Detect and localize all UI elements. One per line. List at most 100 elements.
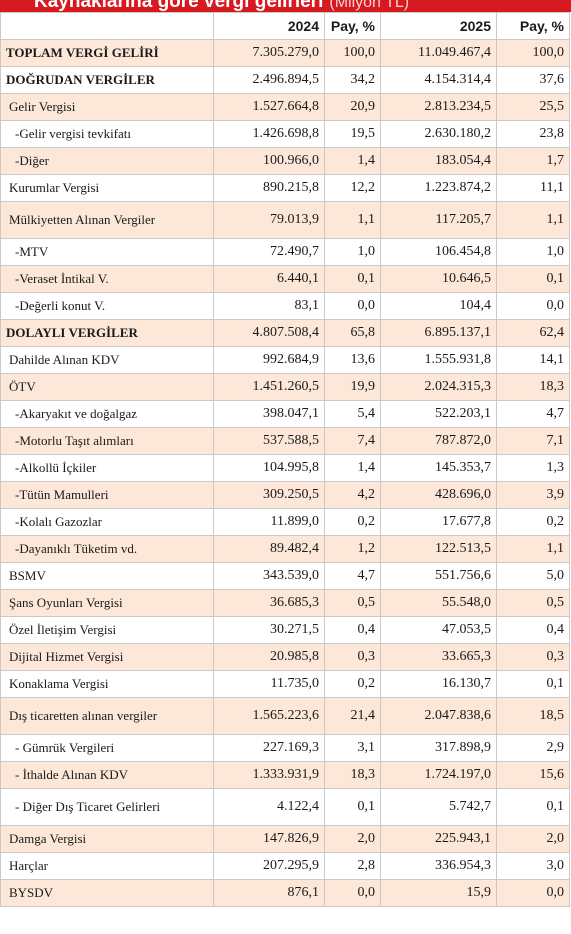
table-row: DOĞRUDAN VERGİLER 2.496.894,5 34,2 4.154.31… <box>0 66 570 94</box>
value-2024: 537.588,5 <box>213 427 325 455</box>
value-2025: 11.049.467,4 <box>380 39 497 67</box>
value-2024: 83,1 <box>213 292 325 320</box>
title-main: Kaynaklarına göre vergi gelirleri <box>34 0 324 12</box>
value-2025: 428.696,0 <box>380 481 497 509</box>
share-2025: 0,1 <box>496 788 570 826</box>
value-2025: 1.555.931,8 <box>380 346 497 374</box>
value-2025: 2.024.315,3 <box>380 373 497 401</box>
share-2025: 37,6 <box>496 66 570 94</box>
table-row: Kurumlar Vergisi 890.215,8 12,2 1.223.874,2… <box>0 174 570 202</box>
value-2024: 36.685,3 <box>213 589 325 617</box>
value-2024: 100.966,0 <box>213 147 325 175</box>
value-2025: 183.054,4 <box>380 147 497 175</box>
share-2025: 18,3 <box>496 373 570 401</box>
header-label <box>0 12 214 40</box>
row-label: - İthalde Alınan KDV <box>0 761 214 789</box>
value-2024: 343.539,0 <box>213 562 325 590</box>
value-2024: 20.985,8 <box>213 643 325 671</box>
row-label: Şans Oyunları Vergisi <box>0 589 214 617</box>
value-2025: 122.513,5 <box>380 535 497 563</box>
value-2024: 4.122,4 <box>213 788 325 826</box>
share-2024: 1,4 <box>324 454 381 482</box>
share-2025: 0,3 <box>496 643 570 671</box>
row-label: -Motorlu Taşıt alımları <box>0 427 214 455</box>
share-2025: 25,5 <box>496 93 570 121</box>
share-2024: 2,8 <box>324 852 381 880</box>
share-2024: 21,4 <box>324 697 381 735</box>
value-2024: 2.496.894,5 <box>213 66 325 94</box>
share-2024: 1,1 <box>324 201 381 239</box>
share-2025: 5,0 <box>496 562 570 590</box>
tax-revenue-table: 2024 Pay, % 2025 Pay, % TOPLAM VERGİ GEL… <box>0 12 570 907</box>
share-2025: 0,1 <box>496 670 570 698</box>
value-2024: 1.527.664,8 <box>213 93 325 121</box>
value-2024: 309.250,5 <box>213 481 325 509</box>
share-2025: 14,1 <box>496 346 570 374</box>
share-2024: 0,2 <box>324 508 381 536</box>
value-2025: 2.813.234,5 <box>380 93 497 121</box>
value-2025: 17.677,8 <box>380 508 497 536</box>
value-2024: 147.826,9 <box>213 825 325 853</box>
share-2024: 1,2 <box>324 535 381 563</box>
value-2024: 4.807.508,4 <box>213 319 325 347</box>
header-2024: 2024 <box>213 12 325 40</box>
share-2025: 23,8 <box>496 120 570 148</box>
row-label: - Gümrük Vergileri <box>0 734 214 762</box>
value-2024: 7.305.279,0 <box>213 39 325 67</box>
share-2024: 0,3 <box>324 643 381 671</box>
row-label: -Tütün Mamulleri <box>0 481 214 509</box>
value-2024: 11.899,0 <box>213 508 325 536</box>
table-row: BSMV 343.539,0 4,7 551.756,6 5,0 <box>0 562 570 590</box>
value-2024: 890.215,8 <box>213 174 325 202</box>
value-2025: 551.756,6 <box>380 562 497 590</box>
share-2025: 4,7 <box>496 400 570 428</box>
row-label: Dış ticaretten alınan vergiler <box>0 697 214 735</box>
value-2024: 79.013,9 <box>213 201 325 239</box>
row-label: -Değerli konut V. <box>0 292 214 320</box>
share-2025: 15,6 <box>496 761 570 789</box>
row-label: -Diğer <box>0 147 214 175</box>
value-2025: 15,9 <box>380 879 497 907</box>
share-2025: 2,9 <box>496 734 570 762</box>
share-2025: 3,9 <box>496 481 570 509</box>
table-row: -Akaryakıt ve doğalgaz 398.047,1 5,4 522.20… <box>0 400 570 428</box>
value-2025: 10.646,5 <box>380 265 497 293</box>
row-label: TOPLAM VERGİ GELİRİ <box>0 39 214 67</box>
value-2024: 1.426.698,8 <box>213 120 325 148</box>
share-2025: 1,0 <box>496 238 570 266</box>
value-2024: 104.995,8 <box>213 454 325 482</box>
share-2024: 7,4 <box>324 427 381 455</box>
table-row: -MTV 72.490,7 1,0 106.454,8 1,0 <box>0 238 570 266</box>
row-label: ÖTV <box>0 373 214 401</box>
share-2024: 0,0 <box>324 879 381 907</box>
value-2025: 55.548,0 <box>380 589 497 617</box>
row-label: BYSDV <box>0 879 214 907</box>
value-2025: 47.053,5 <box>380 616 497 644</box>
value-2025: 6.895.137,1 <box>380 319 497 347</box>
value-2024: 227.169,3 <box>213 734 325 762</box>
title-unit: (Milyon TL) <box>329 0 410 11</box>
row-label: -Gelir vergisi tevkifatı <box>0 120 214 148</box>
share-2024: 0,2 <box>324 670 381 698</box>
value-2024: 72.490,7 <box>213 238 325 266</box>
share-2025: 62,4 <box>496 319 570 347</box>
value-2024: 11.735,0 <box>213 670 325 698</box>
value-2025: 2.630.180,2 <box>380 120 497 148</box>
share-2024: 20,9 <box>324 93 381 121</box>
value-2024: 6.440,1 <box>213 265 325 293</box>
table-row: -Motorlu Taşıt alımları 537.588,5 7,4 787.8… <box>0 427 570 455</box>
row-label: Dijital Hizmet Vergisi <box>0 643 214 671</box>
share-2025: 1,1 <box>496 201 570 239</box>
table-row: Dijital Hizmet Vergisi 20.985,8 0,3 33.665,… <box>0 643 570 671</box>
share-2025: 100,0 <box>496 39 570 67</box>
share-2025: 0,0 <box>496 292 570 320</box>
share-2025: 18,5 <box>496 697 570 735</box>
share-2024: 0,1 <box>324 788 381 826</box>
share-2025: 0,2 <box>496 508 570 536</box>
value-2025: 106.454,8 <box>380 238 497 266</box>
share-2024: 2,0 <box>324 825 381 853</box>
row-label: Kurumlar Vergisi <box>0 174 214 202</box>
header-share-2024: Pay, % <box>324 12 381 40</box>
row-label: -Dayanıklı Tüketim vd. <box>0 535 214 563</box>
value-2025: 787.872,0 <box>380 427 497 455</box>
